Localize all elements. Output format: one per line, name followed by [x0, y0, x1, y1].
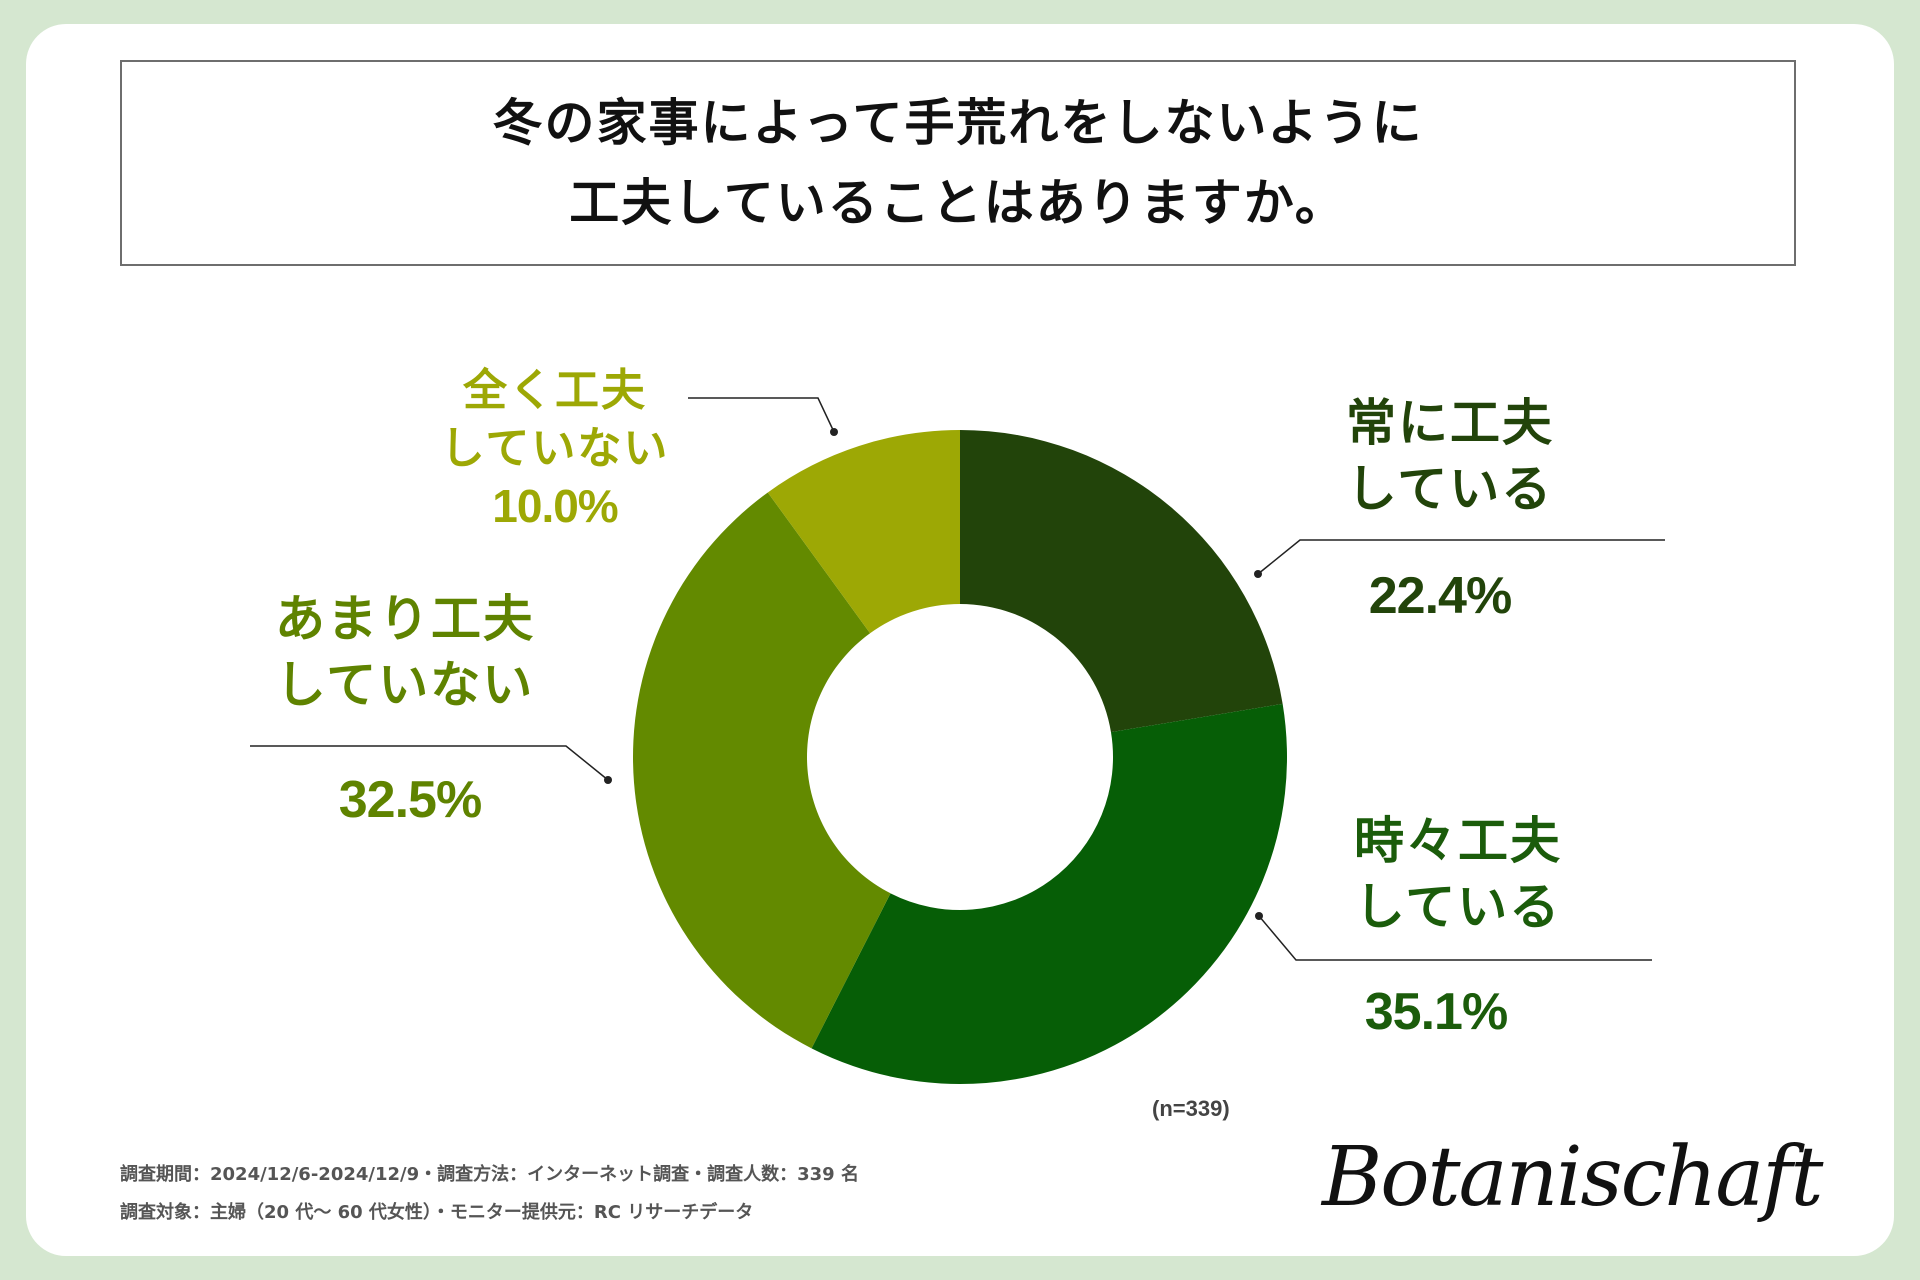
slice-always: [960, 430, 1283, 733]
label-sometimes-line1: 時々工夫: [1354, 812, 1562, 870]
label-rarely-line2: していない: [275, 656, 535, 714]
question-title-box: 冬の家事によって手荒れをしないように 工夫していることはありますか。: [120, 60, 1796, 266]
brand-logo: Botanischaft: [1322, 1130, 1824, 1225]
leader-sometimes-dot: [1255, 912, 1263, 920]
pct-rarely-value: 32.5%: [338, 771, 482, 829]
title-line-1: 冬の家事によって手荒れをしないように: [492, 94, 1424, 152]
label-sometimes: 時々工夫 している: [1323, 808, 1593, 940]
leader-always-dot: [1254, 570, 1262, 578]
leader-always: [1257, 539, 1665, 575]
pct-always-value: 22.4%: [1368, 567, 1512, 625]
slice-sometimes: [811, 703, 1287, 1084]
footer-survey-info-2: 調査対象：主婦（20 代〜 60 代女性）・モニター提供元：RC リサーチデータ: [120, 1202, 754, 1223]
leader-rarely: [250, 745, 609, 781]
pct-rarely: 32.5%: [280, 770, 540, 830]
leader-rarely-dot: [604, 776, 612, 784]
title-line-2: 工夫していることはありますか。: [569, 174, 1347, 232]
pct-always: 22.4%: [1310, 566, 1570, 626]
leader-sometimes: [1258, 915, 1652, 961]
label-always: 常に工夫 している: [1320, 390, 1580, 522]
label-always-line2: している: [1346, 460, 1554, 518]
leader-never: [688, 397, 835, 433]
label-rarely-line1: あまり工夫: [275, 590, 535, 648]
sample-size-note: (n=339): [1152, 1096, 1230, 1121]
label-always-line1: 常に工夫: [1346, 394, 1554, 452]
label-never: 全く工夫 していない 10.0%: [425, 362, 685, 534]
slice-rarely: [633, 492, 891, 1049]
label-sometimes-line2: している: [1354, 878, 1562, 936]
label-never-line1: 全く工夫: [463, 365, 647, 416]
pct-sometimes-value: 35.1%: [1364, 983, 1508, 1041]
slice-never: [767, 430, 960, 634]
label-rarely: あまり工夫 していない: [250, 586, 560, 718]
pct-sometimes: 35.1%: [1306, 982, 1566, 1042]
pct-never-value: 10.0%: [492, 480, 618, 532]
leader-never-dot: [830, 428, 838, 436]
label-never-line2: していない: [440, 423, 670, 474]
footer-survey-info-1: 調査期間：2024/12/6-2024/12/9・調査方法：インターネット調査・…: [120, 1164, 859, 1185]
